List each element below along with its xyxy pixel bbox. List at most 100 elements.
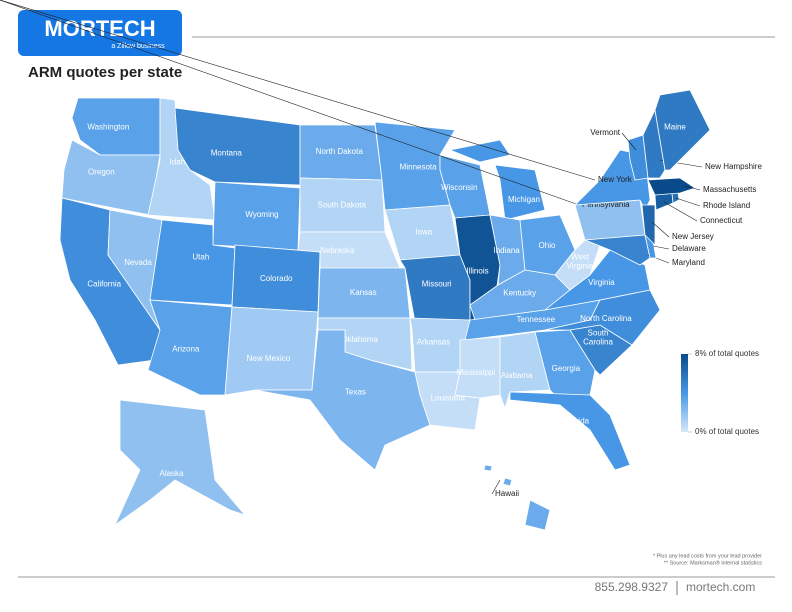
state-label: New York (598, 175, 633, 184)
state-label: New Hampshire (705, 162, 762, 171)
state: New Jersey (641, 204, 714, 246)
state: Colorado (231, 244, 321, 313)
state-label: Wisconsin (441, 183, 477, 192)
state: Pennsylvania (0, 0, 646, 241)
state-label: Vermont (590, 128, 621, 137)
state-label: Washington (87, 122, 129, 131)
state: New Mexico (224, 306, 319, 396)
state-label: Texas (345, 387, 366, 396)
state-label: Indiana (493, 246, 520, 255)
state-shape (483, 464, 493, 472)
state-label: Hawaii (495, 489, 519, 498)
state-label: Kentucky (503, 289, 536, 298)
state-shape (224, 306, 319, 396)
state-label: Pennsylvania (582, 200, 630, 209)
state-label: Maryland (672, 258, 705, 267)
state-shape (494, 164, 546, 221)
state: Alaska (114, 399, 247, 527)
state-label: Louisiana (431, 393, 466, 402)
state-label: Mississippi (456, 368, 495, 377)
leader-line (675, 197, 701, 207)
state-shape (448, 139, 511, 163)
leader-line (621, 132, 637, 151)
state-shape (654, 192, 674, 211)
tagline: a Zillow business (111, 43, 165, 50)
state-shape (502, 477, 513, 487)
state-label: Illinois (466, 267, 488, 276)
leader-line (684, 185, 701, 191)
state: Maine (654, 89, 711, 171)
state-label: Kansas (350, 288, 377, 297)
logo-box (18, 10, 182, 56)
leader-line (491, 479, 501, 495)
footnote: ** Source: Marksman® internal statistics (664, 559, 762, 566)
leader-line (0, 0, 596, 181)
state-label: New Jersey (672, 232, 714, 241)
state-label: West Virginia (567, 253, 594, 271)
state-shape (654, 89, 711, 171)
state: Massachusetts (647, 177, 756, 196)
state-label: New Mexico (247, 354, 291, 363)
state: Virginia (544, 249, 651, 311)
state-shape (254, 329, 431, 471)
state-label: Colorado (260, 274, 293, 283)
state: Hawaii (483, 464, 551, 531)
map: Washington Oregon California Nevada Idaho Mon… (0, 0, 762, 531)
state-label: Tennessee (516, 315, 555, 324)
state-label: Montana (211, 148, 243, 157)
state: Iowa (384, 204, 461, 261)
state-label: Iowa (415, 228, 432, 237)
state-label: Georgia (552, 364, 581, 373)
leader-line (663, 201, 698, 222)
state-label: Wyoming (245, 210, 278, 219)
state: Wyoming (212, 181, 301, 251)
state-label: Maine (664, 123, 686, 132)
state: North Carolina (544, 289, 661, 346)
legend-label: 0% of total quotes (695, 427, 759, 436)
state-shape (641, 204, 656, 246)
state-label: Utah (192, 252, 209, 261)
state-label: Idaho (169, 157, 190, 166)
state-label: Alaska (159, 469, 184, 478)
state-label: Arkansas (417, 338, 450, 347)
title: ARM quotes per state (28, 64, 182, 81)
state-label: Oregon (88, 167, 115, 176)
legend-label: 8% of total quotes (695, 349, 759, 358)
state-label: South Dakota (318, 201, 367, 210)
state: Kansas (317, 267, 411, 319)
state-shape (114, 399, 247, 527)
state-label: Virginia (588, 278, 615, 287)
state-label: Oklahoma (341, 335, 378, 344)
state-label: Alabama (501, 371, 533, 380)
state: Michigan (448, 139, 546, 221)
leader-line (652, 245, 670, 250)
state-shape (642, 108, 666, 179)
state-shape (399, 254, 471, 323)
state: New Hampshire (642, 108, 762, 179)
state: Texas (254, 329, 431, 471)
state-label: Arizona (172, 345, 200, 354)
state-shape (584, 234, 651, 266)
state: Rhode Island (671, 191, 750, 210)
state-shape (509, 391, 631, 471)
state-label: Missouri (422, 279, 452, 288)
state: Vermont (590, 128, 649, 181)
state-label: Nebraska (320, 246, 355, 255)
state: Maryland (584, 234, 705, 267)
state-label: North Dakota (316, 147, 364, 156)
state: Florida (509, 391, 631, 471)
site: mortech.com (686, 580, 755, 594)
logo: MORTECH (44, 16, 155, 41)
state-shape (524, 499, 551, 531)
state-label: Minnesota (400, 163, 437, 172)
state: North Dakota (299, 124, 383, 181)
state-label: Ohio (539, 241, 556, 250)
state-label: Florida (565, 417, 590, 426)
state: Washington (71, 97, 161, 156)
state: South Dakota (299, 177, 386, 233)
state: Missouri (399, 254, 471, 323)
state-shape (544, 289, 661, 346)
leader-line (651, 221, 670, 238)
state-label: Michigan (508, 195, 540, 204)
